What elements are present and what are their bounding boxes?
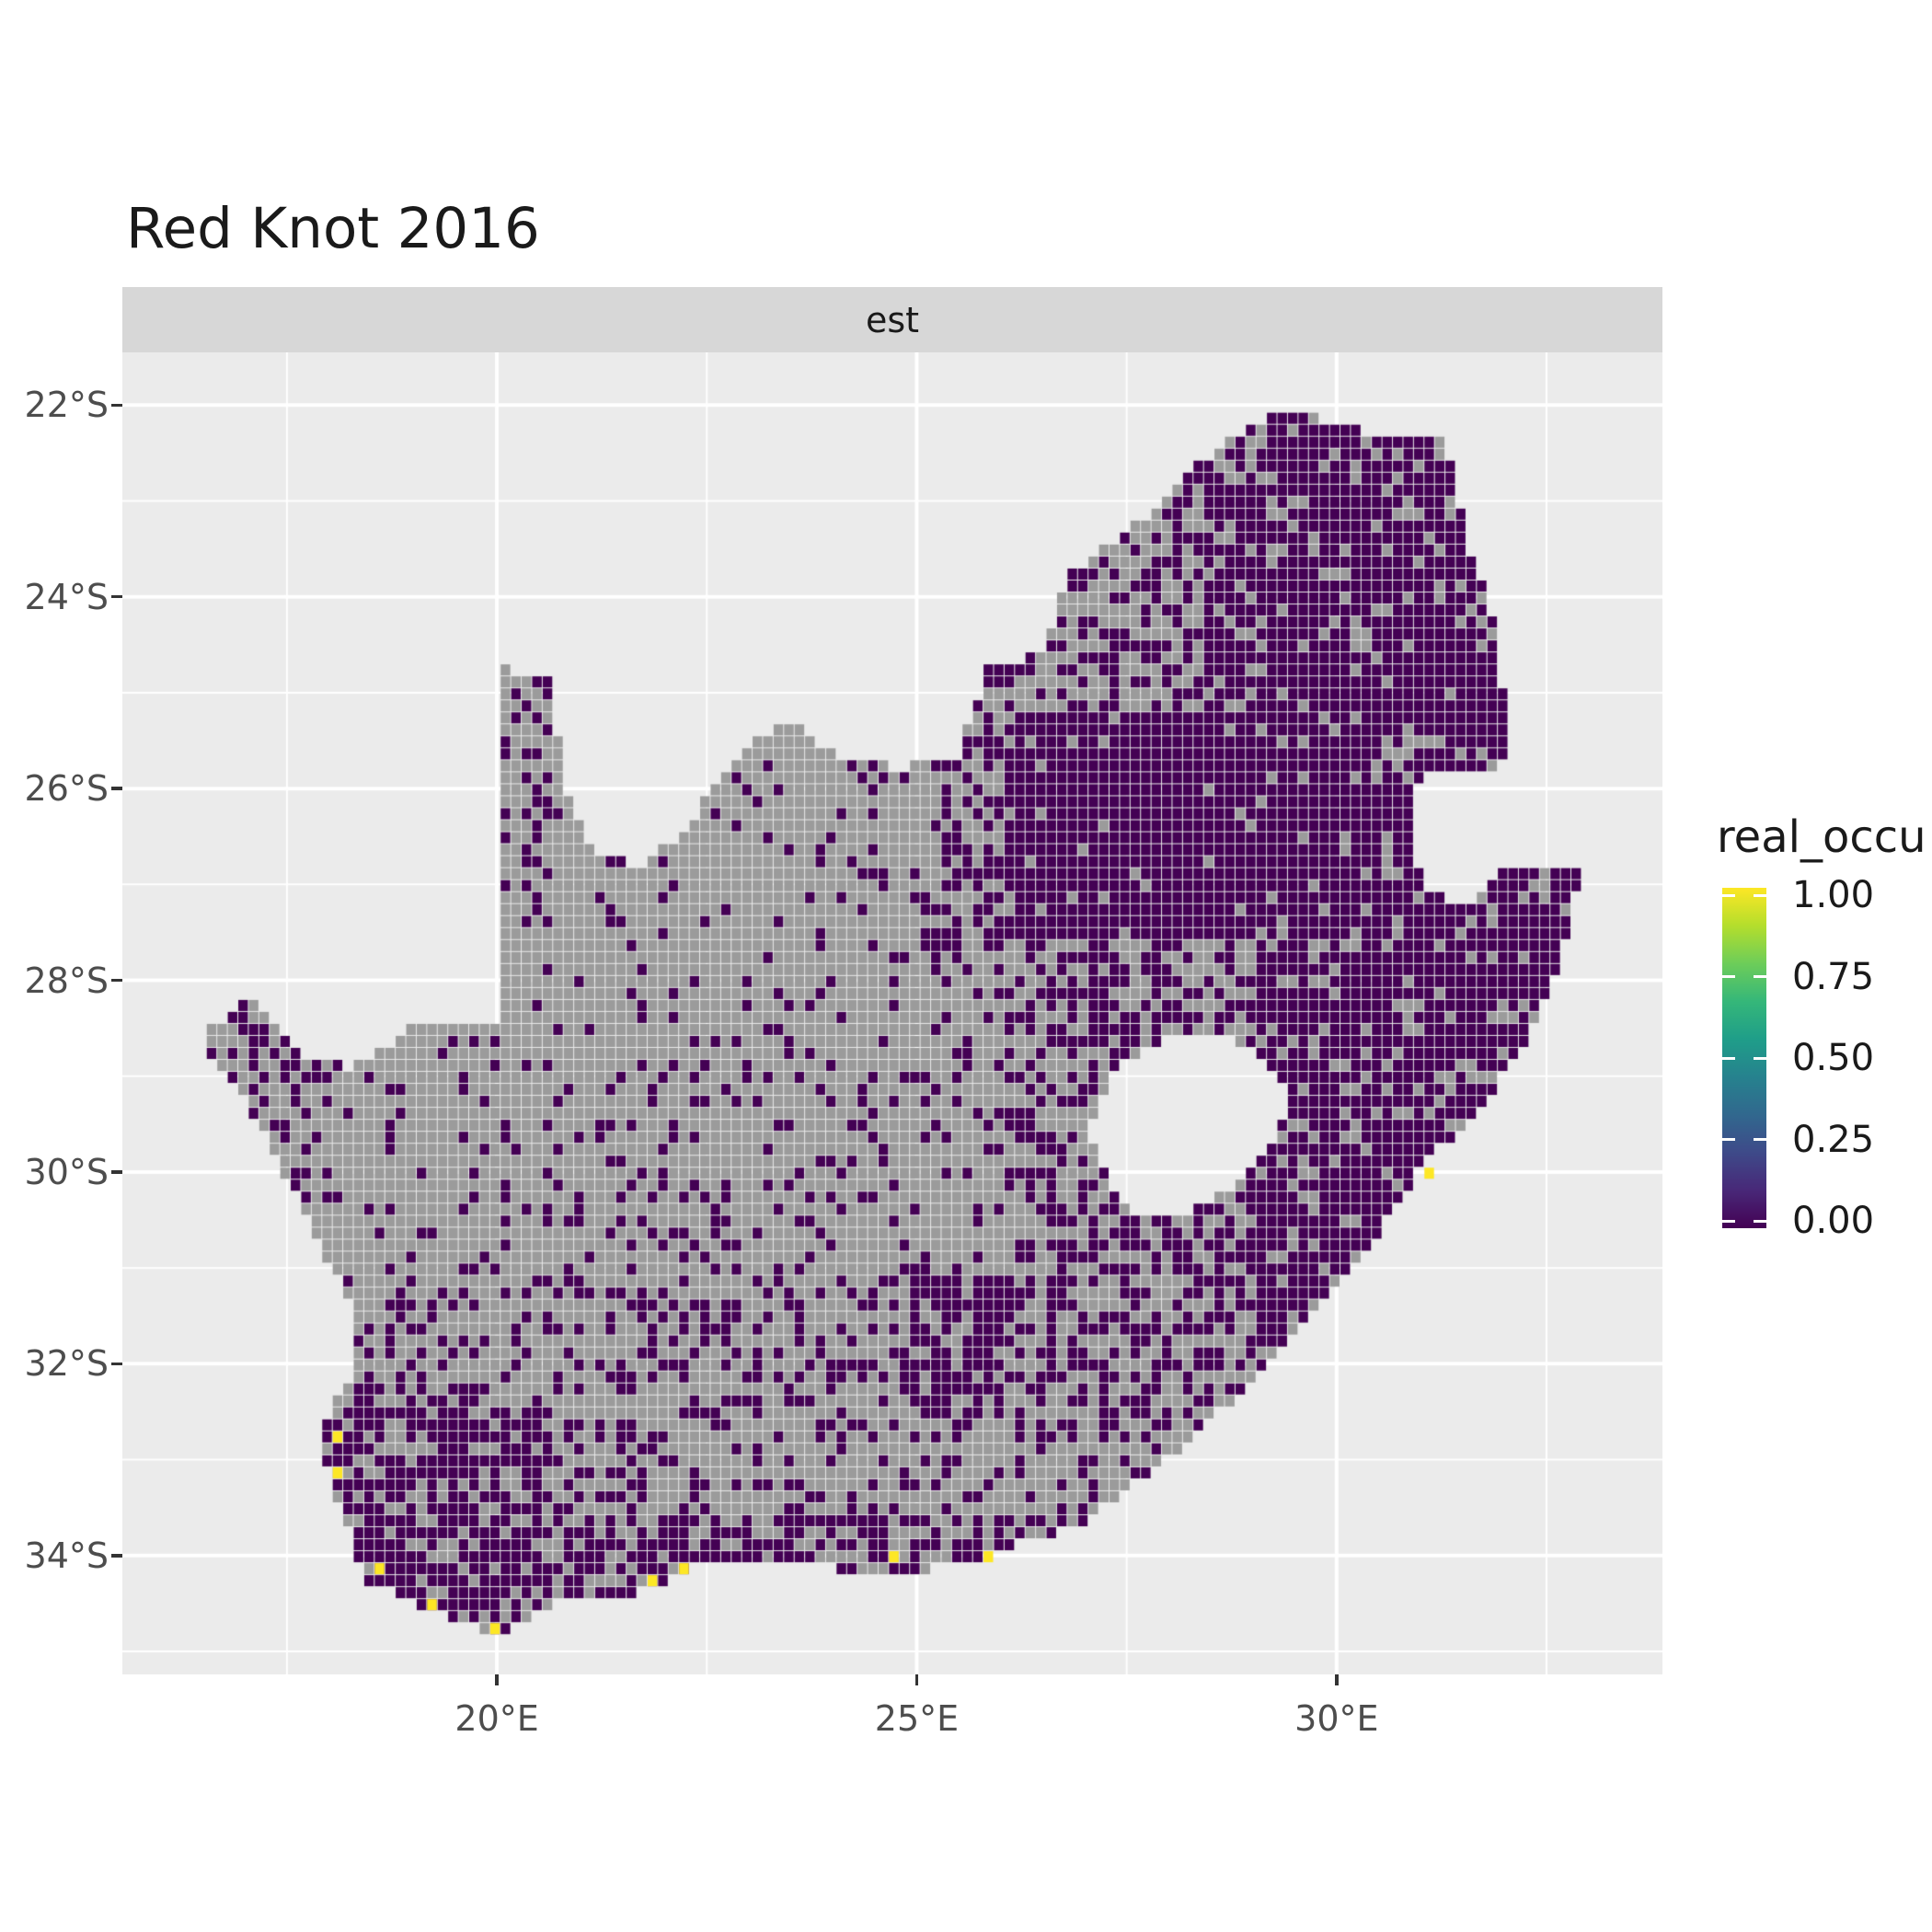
facet-strip: est xyxy=(122,287,1662,352)
legend-tick-label: 0.00 xyxy=(1792,1200,1875,1242)
legend-tick-mark xyxy=(1754,1056,1766,1060)
facet-strip-label: est xyxy=(865,299,920,340)
map-canvas xyxy=(122,352,1662,1674)
x-tick-label: 20°E xyxy=(454,1698,539,1739)
y-tick-label: 30°S xyxy=(24,1151,109,1192)
y-tick-mark xyxy=(111,594,122,599)
y-tick-label: 28°S xyxy=(24,960,109,1001)
x-tick-mark xyxy=(914,1674,919,1685)
x-tick-label: 30°E xyxy=(1294,1698,1379,1739)
x-tick-label: 25°E xyxy=(874,1698,960,1739)
legend-tick-label: 0.75 xyxy=(1792,955,1875,998)
y-tick-label: 32°S xyxy=(24,1343,109,1385)
y-tick-label: 26°S xyxy=(24,768,109,810)
legend-tick-mark xyxy=(1722,1138,1735,1141)
y-tick-mark xyxy=(111,787,122,790)
legend-title: real_occu xyxy=(1717,811,1926,863)
legend-tick-mark xyxy=(1722,975,1735,978)
legend-tick-label: 0.25 xyxy=(1792,1118,1875,1161)
y-tick-label: 24°S xyxy=(24,576,109,617)
page-title: Red Knot 2016 xyxy=(126,196,540,261)
x-tick-mark xyxy=(495,1674,499,1685)
legend-tick-mark xyxy=(1754,1138,1766,1141)
legend-tick-label: 0.50 xyxy=(1792,1037,1875,1079)
y-tick-mark xyxy=(111,1170,122,1174)
y-tick-mark xyxy=(111,978,122,983)
legend-tick-mark xyxy=(1722,893,1735,897)
y-tick-label: 22°S xyxy=(24,385,109,426)
legend-tick-mark xyxy=(1754,1219,1766,1223)
x-tick-mark xyxy=(1335,1674,1339,1685)
legend-tick-mark xyxy=(1722,1219,1735,1223)
plot-panel xyxy=(122,352,1662,1674)
y-tick-mark xyxy=(111,403,122,408)
legend-tick-mark xyxy=(1722,1056,1735,1060)
legend-tick-mark xyxy=(1754,893,1766,897)
y-tick-mark xyxy=(111,1362,122,1366)
y-tick-mark xyxy=(111,1554,122,1558)
legend-tick-mark xyxy=(1754,975,1766,978)
y-tick-label: 34°S xyxy=(24,1535,109,1576)
legend-tick-label: 1.00 xyxy=(1792,874,1875,916)
